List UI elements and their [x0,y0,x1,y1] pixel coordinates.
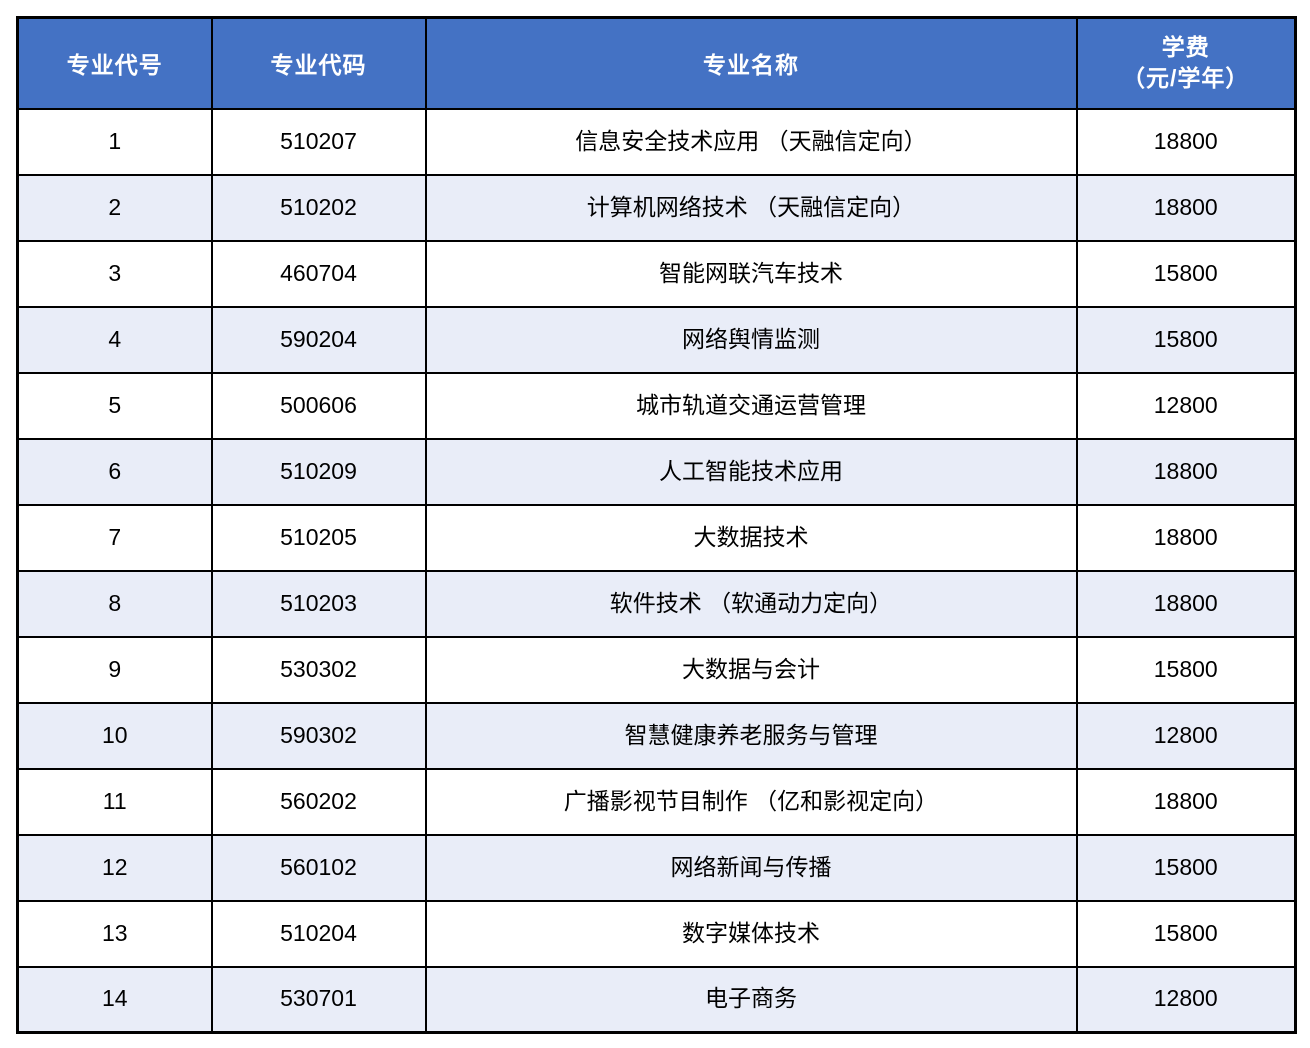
cell-major-code: 510207 [210,107,427,176]
table-row: 7 510205 大数据技术 18800 [16,503,1297,572]
cell-major-no: 9 [16,635,213,704]
cell-major-code: 510209 [210,437,427,506]
col-header-major-name: 专业名称 [424,16,1078,110]
cell-tuition: 18800 [1075,437,1297,506]
cell-tuition: 12800 [1075,371,1297,440]
cell-major-name: 智慧健康养老服务与管理 [424,701,1078,770]
cell-major-no: 8 [16,569,213,638]
cell-major-no: 7 [16,503,213,572]
cell-major-no: 13 [16,899,213,968]
col-header-tuition: 学费 （元/学年） [1075,16,1297,110]
cell-major-code: 560202 [210,767,427,836]
cell-major-code: 590302 [210,701,427,770]
header-row: 专业代号 专业代码 专业名称 学费 （元/学年） [16,16,1297,110]
cell-major-name: 城市轨道交通运营管理 [424,371,1078,440]
cell-major-name: 大数据技术 [424,503,1078,572]
table-row: 11 560202 广播影视节目制作 （亿和影视定向） 18800 [16,767,1297,836]
cell-major-name: 网络舆情监测 [424,305,1078,374]
cell-major-name: 数字媒体技术 [424,899,1078,968]
cell-major-name: 软件技术 （软通动力定向） [424,569,1078,638]
cell-major-name: 智能网联汽车技术 [424,239,1078,308]
cell-major-code: 500606 [210,371,427,440]
table-row: 10 590302 智慧健康养老服务与管理 12800 [16,701,1297,770]
cell-major-no: 12 [16,833,213,902]
col-header-major-code: 专业代码 [210,16,427,110]
cell-major-no: 2 [16,173,213,242]
cell-tuition: 18800 [1075,569,1297,638]
cell-major-code: 510203 [210,569,427,638]
tuition-table: 专业代号 专业代码 专业名称 学费 （元/学年） 1 510207 信息安全技术应用… [16,16,1297,1034]
cell-major-code: 530701 [210,965,427,1034]
cell-major-no: 6 [16,437,213,506]
cell-major-no: 4 [16,305,213,374]
cell-major-name: 计算机网络技术 （天融信定向） [424,173,1078,242]
table-row: 9 530302 大数据与会计 15800 [16,635,1297,704]
cell-tuition: 15800 [1075,635,1297,704]
table-row: 2 510202 计算机网络技术 （天融信定向） 18800 [16,173,1297,242]
cell-major-name: 大数据与会计 [424,635,1078,704]
cell-major-code: 590204 [210,305,427,374]
cell-major-code: 510204 [210,899,427,968]
table-row: 1 510207 信息安全技术应用 （天融信定向） 18800 [16,107,1297,176]
cell-major-name: 网络新闻与传播 [424,833,1078,902]
col-header-major-no: 专业代号 [16,16,213,110]
cell-tuition: 18800 [1075,107,1297,176]
cell-major-code: 460704 [210,239,427,308]
cell-tuition: 15800 [1075,239,1297,308]
table-row: 12 560102 网络新闻与传播 15800 [16,833,1297,902]
cell-tuition: 12800 [1075,965,1297,1034]
table-row: 8 510203 软件技术 （软通动力定向） 18800 [16,569,1297,638]
cell-major-code: 560102 [210,833,427,902]
table-row: 6 510209 人工智能技术应用 18800 [16,437,1297,506]
cell-tuition: 15800 [1075,305,1297,374]
table-body: 1 510207 信息安全技术应用 （天融信定向） 18800 2 510202 计算机网络… [16,107,1297,1034]
table-row: 4 590204 网络舆情监测 15800 [16,305,1297,374]
table-row: 3 460704 智能网联汽车技术 15800 [16,239,1297,308]
cell-major-name: 广播影视节目制作 （亿和影视定向） [424,767,1078,836]
table-row: 5 500606 城市轨道交通运营管理 12800 [16,371,1297,440]
cell-major-name: 信息安全技术应用 （天融信定向） [424,107,1078,176]
cell-major-code: 510205 [210,503,427,572]
col-header-tuition-line1: 学费 [1161,34,1210,61]
cell-tuition: 15800 [1075,899,1297,968]
cell-major-code: 530302 [210,635,427,704]
table-row: 13 510204 数字媒体技术 15800 [16,899,1297,968]
cell-major-no: 10 [16,701,213,770]
cell-tuition: 18800 [1075,173,1297,242]
table-row: 14 530701 电子商务 12800 [16,965,1297,1034]
col-header-tuition-line2: （元/学年） [1122,65,1250,92]
cell-major-no: 3 [16,239,213,308]
cell-tuition: 18800 [1075,503,1297,572]
cell-major-no: 1 [16,107,213,176]
cell-tuition: 15800 [1075,833,1297,902]
cell-tuition: 12800 [1075,701,1297,770]
cell-major-no: 11 [16,767,213,836]
cell-major-no: 5 [16,371,213,440]
cell-tuition: 18800 [1075,767,1297,836]
cell-major-name: 电子商务 [424,965,1078,1034]
cell-major-name: 人工智能技术应用 [424,437,1078,506]
cell-major-no: 14 [16,965,213,1034]
cell-major-code: 510202 [210,173,427,242]
